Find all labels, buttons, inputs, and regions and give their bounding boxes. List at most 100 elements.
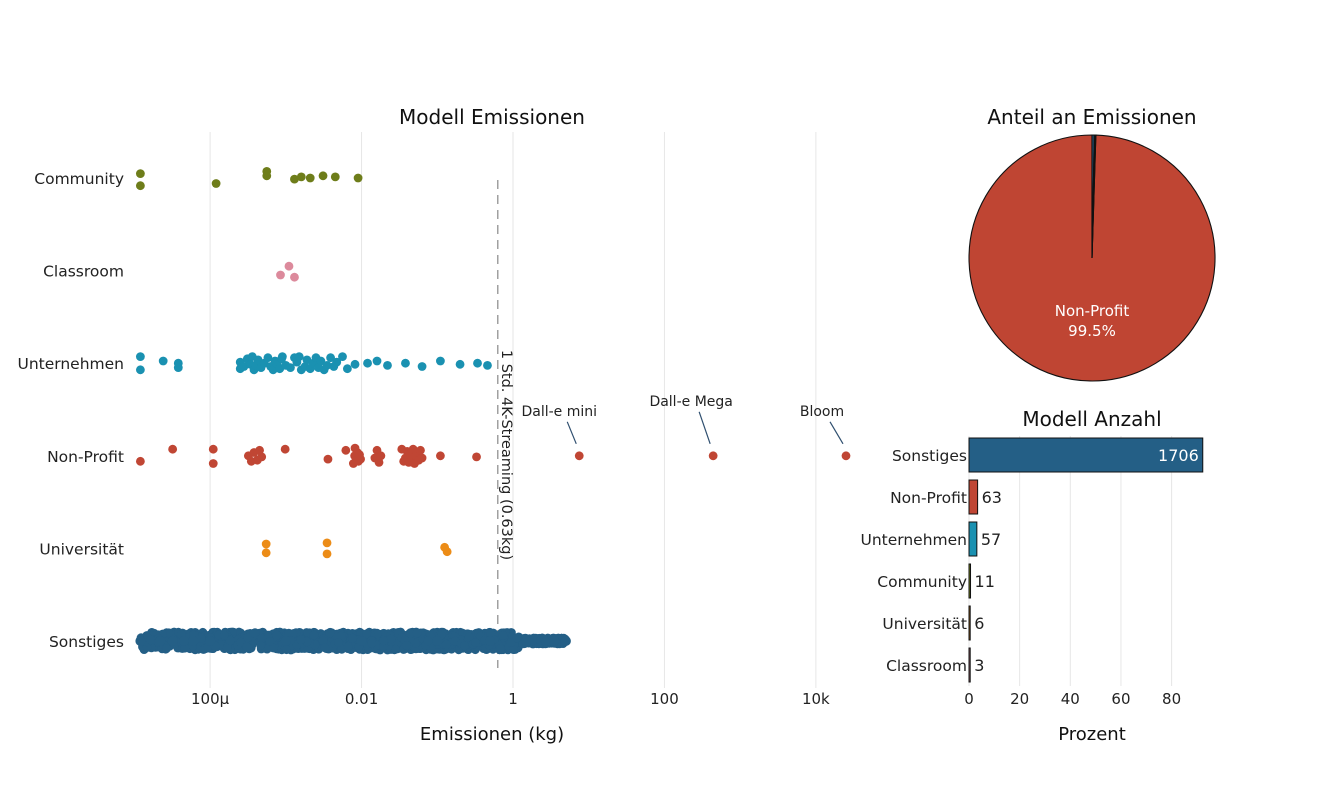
data-point: [330, 172, 340, 182]
bar: [968, 521, 978, 557]
data-point: [262, 167, 272, 176]
bar-x-tick-label: 40: [1061, 690, 1080, 708]
data-point: [296, 635, 306, 644]
reference-line-label: 1 Std. 4K-Streaming (0.63kg): [498, 350, 514, 560]
pie-slice-percent: 99.5%: [1068, 322, 1116, 340]
data-point: [135, 636, 146, 646]
data-point: [348, 633, 357, 643]
data-point: [406, 629, 415, 638]
data-point: [208, 459, 218, 468]
data-point: [158, 356, 168, 366]
data-point: [432, 636, 443, 646]
data-point: [320, 643, 330, 653]
data-point: [325, 628, 335, 638]
bar-value-label: 11: [975, 572, 995, 591]
bar-x-axis-label: Prozent: [1058, 724, 1126, 745]
data-point: [323, 454, 333, 464]
pie-slice: [1091, 134, 1097, 259]
data-point: [255, 445, 264, 455]
data-point: [296, 172, 306, 182]
data-point: [257, 634, 267, 643]
data-point: [353, 173, 363, 183]
data-point: [322, 549, 332, 559]
bar-x-tick-label: 60: [1111, 690, 1130, 708]
data-point: [261, 539, 271, 549]
scatter-category-label: Community: [34, 170, 124, 188]
bar-category-labels: Sonstiges Non-Profit Unternehmen Community U…: [860, 447, 967, 675]
scatter-category-label: Non-Profit: [47, 448, 124, 466]
bar-category-label: Universität: [882, 615, 967, 633]
scatter-category-labels: Community Classroom Unternehmen Non-Profit U…: [17, 170, 124, 651]
bar-x-ticks: 0 20 40 60 80: [964, 690, 1181, 708]
data-point: [386, 634, 396, 644]
data-point: [436, 356, 445, 366]
data-point: [265, 637, 275, 646]
annotation-label: Dall-e mini: [521, 404, 597, 420]
data-point: [417, 453, 427, 463]
data-point: [390, 645, 400, 654]
bar: [968, 605, 971, 641]
data-point: [146, 635, 156, 645]
data-point: [316, 356, 326, 366]
data-point: [412, 628, 422, 638]
data-point: [188, 636, 199, 646]
data-point: [334, 638, 343, 647]
data-point: [402, 641, 411, 650]
data-point: [441, 640, 451, 649]
data-point: [343, 642, 353, 652]
annotation-arrow: [698, 411, 711, 444]
scatter-gridlines: [209, 132, 817, 688]
pie-slices: [968, 134, 1216, 382]
scatter-x-tick-label: 100: [650, 690, 679, 708]
annotation-label: Bloom: [800, 404, 844, 420]
data-point: [440, 542, 450, 552]
data-point: [486, 628, 495, 638]
data-point: [436, 451, 445, 461]
data-point: [272, 630, 282, 640]
data-point: [376, 451, 386, 461]
bar: [968, 437, 1204, 473]
data-point: [167, 636, 178, 646]
data-point: [135, 169, 145, 179]
bar-x-tick-label: 80: [1162, 690, 1181, 708]
data-point: [521, 636, 532, 646]
data-point: [401, 358, 410, 368]
data-point: [135, 352, 145, 361]
data-point: [342, 364, 352, 374]
bar-category-label: Non-Profit: [890, 489, 967, 507]
bar-value-label: 57: [981, 530, 1001, 549]
scatter-points: [135, 167, 851, 655]
data-point: [256, 641, 265, 650]
data-point: [341, 445, 351, 455]
data-point: [276, 270, 285, 280]
data-point: [372, 356, 382, 366]
scatter-x-tick-label: 0.01: [345, 690, 378, 708]
data-point: [473, 358, 482, 368]
data-point: [423, 636, 433, 646]
data-point: [509, 645, 518, 654]
data-point: [383, 361, 392, 370]
scatter-annotations: Dall-e mini Dall-e Mega Bloom: [521, 394, 844, 445]
data-point: [290, 272, 299, 282]
data-point: [326, 353, 335, 363]
data-point: [338, 352, 347, 361]
data-point: [263, 353, 273, 363]
data-point: [280, 444, 290, 454]
data-point: [225, 636, 235, 645]
pie-chart: Anteil an Emissionen Non-Profit 99.5%: [968, 105, 1216, 382]
scatter-x-tick-label: 10k: [802, 690, 830, 708]
data-point: [318, 171, 328, 181]
bar-category-label: Unternehmen: [860, 531, 967, 549]
data-point: [322, 538, 332, 548]
data-point: [464, 632, 474, 642]
annotation-arrow: [829, 421, 844, 445]
data-point: [280, 636, 291, 646]
data-point: [417, 362, 427, 371]
bar-gridlines: [968, 436, 1173, 686]
data-point: [471, 638, 480, 647]
data-point: [277, 352, 287, 361]
bar-value-label: 63: [982, 488, 1002, 507]
data-point: [268, 643, 278, 653]
